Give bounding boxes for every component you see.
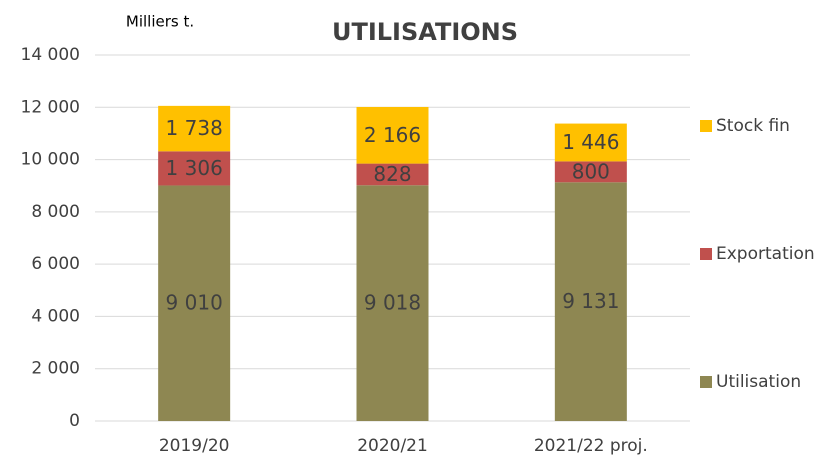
- legend-label: Exportation: [716, 244, 814, 264]
- legend-label: Stock fin: [716, 116, 790, 136]
- x-tick-label: 2020/21: [357, 436, 428, 456]
- bar-segment: [356, 163, 429, 186]
- data-label: 1 306: [166, 156, 223, 180]
- y-tick-label: 2 000: [31, 359, 80, 379]
- legend-swatch: [700, 248, 712, 260]
- legend-swatch: [700, 376, 712, 388]
- legend-label: Utilisation: [716, 372, 801, 392]
- bar-segment: [158, 151, 231, 186]
- y-tick-label: 8 000: [31, 202, 80, 222]
- y-axis-label: Milliers t.: [126, 13, 194, 31]
- data-label: 2 166: [364, 123, 421, 147]
- data-label: 9 010: [166, 291, 223, 315]
- data-label: 9 131: [562, 289, 619, 313]
- y-tick-label: 14 000: [21, 45, 80, 65]
- bar-segment: [158, 105, 231, 152]
- x-tick-label: 2019/20: [159, 436, 230, 456]
- bar-segment: [158, 185, 231, 421]
- data-label: 800: [572, 159, 610, 183]
- chart-title: UTILISATIONS: [332, 18, 518, 46]
- y-tick-label: 6 000: [31, 254, 80, 274]
- y-tick-label: 10 000: [21, 150, 80, 170]
- bar-segment: [356, 185, 429, 421]
- bar-segment: [554, 161, 627, 183]
- data-label: 1 738: [166, 116, 223, 140]
- bar-segment: [554, 182, 627, 421]
- y-tick-label: 0: [69, 411, 80, 431]
- x-tick-label: 2021/22 proj.: [534, 436, 648, 456]
- data-label: 9 018: [364, 291, 421, 315]
- bar-segment: [554, 123, 627, 162]
- data-label: 1 446: [562, 130, 619, 154]
- bar-segment: [356, 106, 429, 164]
- y-tick-label: 12 000: [21, 97, 80, 117]
- legend-swatch: [700, 120, 712, 132]
- y-tick-label: 4 000: [31, 306, 80, 326]
- data-label: 828: [373, 162, 411, 186]
